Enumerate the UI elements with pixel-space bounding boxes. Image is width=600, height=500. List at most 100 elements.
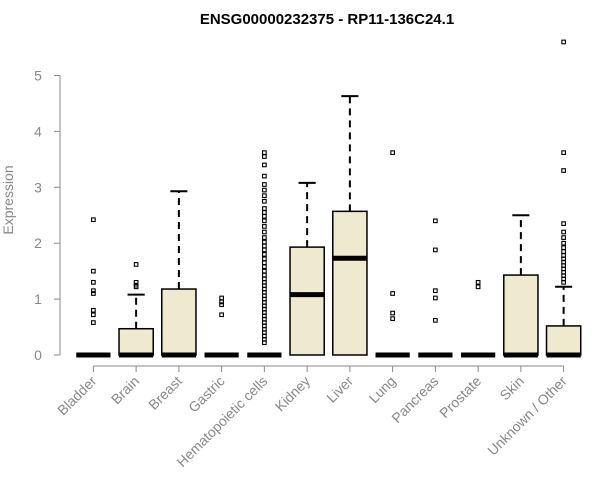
outlier-point bbox=[262, 154, 267, 159]
outlier-point bbox=[91, 288, 96, 294]
y-tick-label: 0 bbox=[34, 347, 42, 363]
x-tick-label: Gastric bbox=[185, 373, 228, 416]
box-unknown-other bbox=[545, 39, 582, 358]
outlier-point bbox=[262, 247, 267, 253]
outlier-point bbox=[219, 295, 224, 301]
box-rect bbox=[161, 288, 197, 356]
outlier-point bbox=[561, 240, 566, 246]
outlier-point bbox=[262, 272, 267, 278]
outlier-point bbox=[262, 150, 267, 155]
box-pancreas bbox=[418, 218, 453, 358]
x-tick-label: Breast bbox=[145, 373, 185, 413]
outlier-point bbox=[262, 224, 267, 229]
outlier-point bbox=[390, 150, 395, 155]
outlier-point bbox=[219, 302, 224, 308]
outlier-point bbox=[262, 210, 267, 215]
x-tick-label: Pancreas bbox=[388, 373, 441, 426]
y-tick-label: 2 bbox=[34, 235, 42, 251]
outlier-point bbox=[91, 312, 96, 318]
outlier-point bbox=[561, 39, 566, 45]
box-kidney bbox=[289, 181, 325, 356]
outlier-point bbox=[262, 256, 267, 262]
outlier-point bbox=[262, 252, 267, 257]
box-bladder bbox=[76, 217, 111, 358]
box-prostate bbox=[461, 279, 496, 358]
box-liver bbox=[332, 95, 368, 356]
outlier-point bbox=[262, 206, 267, 211]
outlier-point bbox=[561, 249, 566, 254]
outlier-point bbox=[561, 235, 566, 240]
outlier-point bbox=[433, 317, 438, 323]
outlier-point bbox=[91, 268, 96, 274]
outlier-point bbox=[262, 239, 267, 245]
outlier-point bbox=[561, 168, 566, 173]
x-tick-label: Skin bbox=[496, 373, 527, 404]
outlier-point bbox=[262, 340, 267, 346]
box-rect bbox=[118, 327, 154, 356]
box-hematopoietic-cells bbox=[247, 150, 282, 358]
box-rect bbox=[332, 210, 368, 356]
outlier-point bbox=[433, 295, 438, 301]
outlier-point bbox=[262, 260, 267, 266]
outlier-point bbox=[262, 218, 267, 224]
outlier-point bbox=[262, 268, 267, 274]
outlier-point bbox=[561, 245, 566, 251]
outlier-point bbox=[433, 288, 438, 294]
x-tick-label: Prostate bbox=[436, 373, 484, 421]
outlier-point bbox=[561, 221, 566, 226]
outlier-point bbox=[262, 264, 267, 270]
y-tick-label: 5 bbox=[34, 68, 42, 84]
box-group bbox=[76, 39, 582, 358]
outlier-point bbox=[262, 193, 267, 199]
outlier-point bbox=[91, 320, 96, 325]
x-tick-label: Liver bbox=[323, 373, 356, 406]
outlier-point bbox=[433, 247, 438, 253]
outlier-point bbox=[91, 307, 96, 313]
x-tick-label: Brain bbox=[108, 373, 142, 407]
outlier-point bbox=[262, 243, 267, 249]
outlier-point bbox=[390, 316, 395, 322]
y-tick-label: 4 bbox=[34, 123, 42, 139]
outlier-point bbox=[133, 262, 139, 267]
outlier-point bbox=[561, 279, 566, 285]
x-tick-label: Kidney bbox=[272, 373, 314, 415]
outlier-point bbox=[262, 182, 267, 187]
outlier-point bbox=[133, 284, 139, 290]
outlier-point bbox=[475, 284, 481, 290]
box-rect bbox=[503, 274, 539, 356]
outlier-point bbox=[433, 218, 438, 224]
outlier-point bbox=[262, 235, 267, 240]
outlier-point bbox=[262, 162, 267, 168]
box-rect bbox=[289, 246, 325, 356]
outlier-point bbox=[561, 229, 566, 235]
box-brain bbox=[118, 262, 154, 358]
outlier-point bbox=[390, 310, 395, 316]
outlier-point bbox=[262, 187, 267, 193]
box-lung bbox=[375, 150, 410, 358]
outlier-point bbox=[475, 279, 481, 285]
y-axis-label: Expression bbox=[0, 165, 16, 234]
x-tick-label: Lung bbox=[365, 373, 398, 406]
y-axis: 0 1 2 3 4 5 bbox=[34, 68, 61, 363]
outlier-point bbox=[133, 279, 139, 285]
outlier-point bbox=[219, 299, 224, 305]
outlier-point bbox=[262, 214, 267, 219]
y-tick-label: 1 bbox=[34, 291, 42, 307]
box-rect bbox=[545, 325, 582, 356]
outlier-point bbox=[262, 229, 267, 235]
outlier-point bbox=[91, 279, 96, 285]
outlier-point bbox=[390, 291, 395, 296]
box-skin bbox=[503, 214, 539, 358]
outlier-point bbox=[262, 198, 267, 204]
outlier-point bbox=[262, 173, 267, 179]
x-tick-label: Unknown / Other bbox=[484, 373, 570, 459]
outlier-point bbox=[561, 150, 566, 155]
chart-title: ENSG00000232375 - RP11-136C24.1 bbox=[200, 11, 454, 28]
box-gastric bbox=[204, 295, 239, 358]
y-tick-label: 3 bbox=[34, 179, 42, 195]
x-tick-label: Bladder bbox=[54, 373, 100, 419]
outlier-point bbox=[219, 312, 224, 318]
box-breast bbox=[161, 190, 197, 358]
